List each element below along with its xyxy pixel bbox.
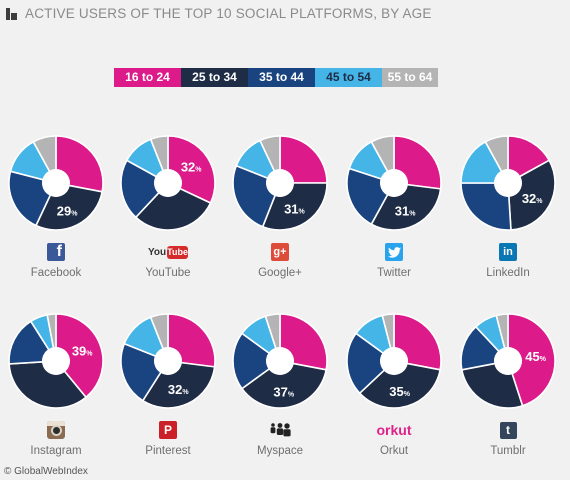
title-row: ACTIVE USERS OF THE TOP 10 SOCIAL PLATFO…	[6, 6, 432, 21]
donut-svg: 29%	[8, 135, 104, 231]
donut-hole	[380, 347, 408, 375]
legend-item-1: 16 to 24	[114, 68, 181, 87]
donut-chart-linkedin: 32%	[460, 135, 556, 235]
page-title: ACTIVE USERS OF THE TOP 10 SOCIAL PLATFO…	[25, 6, 432, 21]
data-label: 35%	[389, 384, 410, 399]
facebook-icon: f	[36, 242, 76, 262]
donut-svg: 32%	[120, 313, 216, 409]
legend-item-4: 45 to 54	[315, 68, 382, 87]
donut-svg: 32%	[120, 135, 216, 231]
data-label: 31%	[284, 202, 305, 217]
legend-item-3: 35 to 44	[248, 68, 315, 87]
donut-svg: 39%	[8, 313, 104, 409]
platform-label: Twitter	[377, 267, 411, 279]
platform-label: Facebook	[30, 267, 82, 279]
donut-svg: 35%	[346, 313, 442, 409]
donut-chart-orkut: 35%	[346, 313, 442, 413]
donut-svg: 37%	[232, 313, 328, 409]
donut-chart-pinterest: 32%	[120, 313, 216, 413]
donut-svg: 32%	[460, 135, 556, 231]
data-label: 37%	[273, 384, 294, 399]
donut-hole	[266, 169, 294, 197]
donut-hole	[42, 347, 70, 375]
tumblr-icon: t	[488, 420, 528, 440]
data-label: 39%	[72, 343, 93, 358]
platform-label: LinkedIn	[486, 267, 530, 279]
donut-chart-facebook: 29%	[8, 135, 104, 235]
data-label: 31%	[395, 204, 416, 219]
donut-hole	[494, 169, 522, 197]
google-plus-icon: g+	[260, 242, 300, 262]
data-label: 32%	[181, 159, 202, 174]
donut-chart-instagram: 39%	[8, 313, 104, 413]
data-label: 32%	[522, 191, 543, 206]
myspace-icon	[260, 420, 300, 440]
pinterest-icon: P	[148, 420, 188, 440]
donut-hole	[494, 347, 522, 375]
donut-svg: 45%	[460, 313, 556, 409]
donut-hole	[154, 169, 182, 197]
donut-chart-myspace: 37%	[232, 313, 328, 413]
data-label: 32%	[168, 382, 189, 397]
platform-label: Google+	[258, 267, 302, 279]
legend: 16 to 24 25 to 34 35 to 44 45 to 54 55 to 64	[114, 68, 438, 87]
platform-label: Orkut	[379, 445, 409, 457]
platform-label: Pinterest	[145, 445, 191, 457]
orkut-icon: orkut	[376, 422, 412, 438]
platform-label: Myspace	[256, 445, 304, 457]
platform-label: Instagram	[30, 445, 82, 457]
data-label: 29%	[57, 204, 78, 219]
legend-item-5: 55 to 64	[382, 68, 438, 87]
donut-chart-google-: 31%	[232, 135, 328, 235]
donut-svg: 31%	[346, 135, 442, 231]
donut-chart-tumblr: 45%	[460, 313, 556, 413]
donut-chart-twitter: 31%	[346, 135, 442, 235]
platform-label: Tumblr	[490, 445, 526, 457]
linkedin-icon: in	[488, 242, 528, 262]
donut-hole	[380, 169, 408, 197]
donut-svg: 31%	[232, 135, 328, 231]
legend-item-2: 25 to 34	[181, 68, 248, 87]
donut-hole	[42, 169, 70, 197]
bar-chart-icon	[6, 7, 17, 20]
platform-label: YouTube	[145, 267, 191, 279]
instagram-icon	[36, 420, 76, 440]
source-credit: © GlobalWebIndex	[4, 466, 88, 477]
youtube-icon: You Tube	[148, 245, 188, 259]
donut-hole	[266, 347, 294, 375]
twitter-icon	[374, 242, 414, 262]
data-label: 45%	[525, 349, 546, 364]
donut-hole	[154, 347, 182, 375]
donut-chart-youtube: 32%	[120, 135, 216, 235]
